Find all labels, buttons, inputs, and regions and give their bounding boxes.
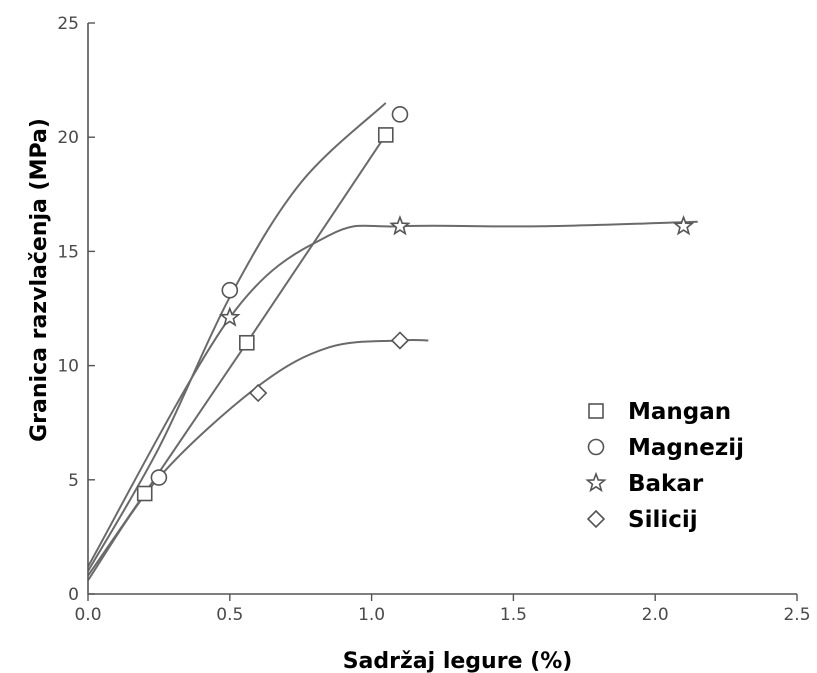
data-point-magnezij bbox=[221, 281, 239, 299]
legend-marker-bakar bbox=[585, 471, 607, 493]
x-tick-label: 1.0 bbox=[358, 605, 385, 625]
x-axis-title: Sadržaj legure (%) bbox=[343, 649, 573, 673]
fit-curve-mangan bbox=[87, 134, 387, 577]
data-point-bakar bbox=[219, 306, 241, 327]
y-tick-label: 15 bbox=[57, 242, 79, 262]
x-ticks: 0.0 0.5 1.0 1.5 2.0 2.5 bbox=[74, 594, 811, 625]
y-tick-label: 10 bbox=[57, 357, 79, 377]
fit-curve-silicij bbox=[87, 338, 429, 581]
x-tick-label: 2.5 bbox=[783, 605, 810, 625]
legend-label-magnezij: Magnezij bbox=[628, 435, 744, 461]
x-tick-label: 1.5 bbox=[500, 605, 527, 625]
data-point-mangan bbox=[377, 127, 394, 143]
fit-curve-bakar bbox=[87, 220, 698, 568]
data-point-mangan bbox=[239, 334, 255, 351]
y-tick-label: 5 bbox=[68, 471, 79, 491]
y-axis-title: Granica razvlačenja (MPa) bbox=[27, 118, 52, 442]
legend-label-bakar: Bakar bbox=[628, 471, 704, 497]
data-markers bbox=[136, 106, 695, 502]
legend-marker-mangan bbox=[588, 403, 604, 419]
data-point-mangan bbox=[136, 485, 153, 502]
data-point-bakar bbox=[389, 215, 411, 236]
data-point-silicij bbox=[390, 331, 410, 350]
y-tick-label: 20 bbox=[57, 128, 79, 148]
legend-label-mangan: Mangan bbox=[628, 399, 731, 425]
legend-marker-magnezij bbox=[587, 438, 605, 456]
x-tick-label: 0.5 bbox=[216, 605, 243, 625]
legend-marker-silicij bbox=[586, 509, 606, 529]
data-point-magnezij bbox=[150, 469, 168, 486]
fit-curve-magnezij bbox=[87, 102, 387, 572]
y-tick-label: 25 bbox=[57, 14, 79, 34]
y-tick-label: 0 bbox=[68, 585, 79, 605]
data-point-bakar bbox=[672, 215, 695, 236]
data-point-silicij bbox=[249, 383, 268, 403]
legend: Mangan Magnezij Bakar Silicij bbox=[585, 399, 744, 533]
data-point-magnezij bbox=[391, 106, 409, 123]
axes bbox=[87, 23, 797, 595]
legend-label-silicij: Silicij bbox=[628, 507, 698, 533]
x-tick-label: 2.0 bbox=[642, 605, 669, 625]
x-tick-label: 0.0 bbox=[74, 605, 101, 625]
y-ticks: 0 5 10 15 20 25 bbox=[57, 14, 95, 605]
